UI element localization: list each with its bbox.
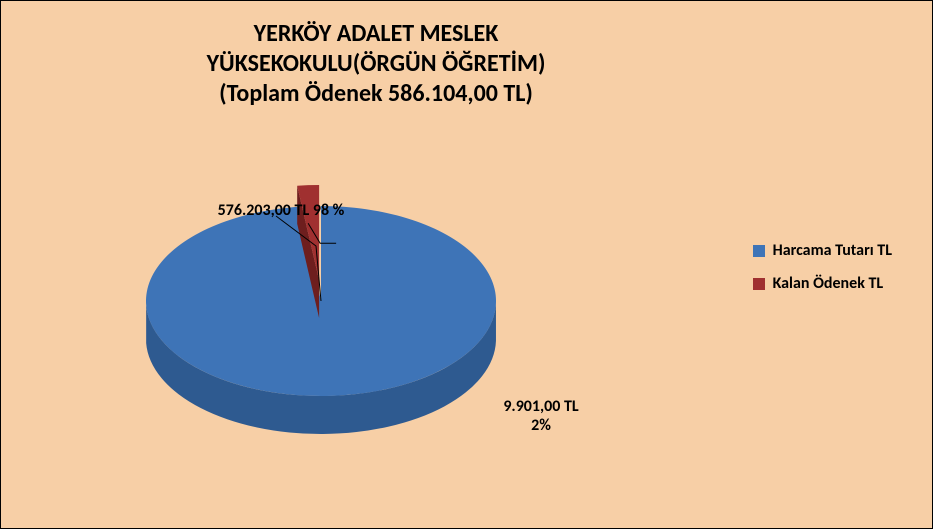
pie-chart-container: YERKÖY ADALET MESLEKYÜKSEKOKULU(ÖRGÜN ÖĞ… — [0, 0, 933, 529]
legend-label: Harcama Tutarı TL — [773, 241, 892, 260]
chart-title-line: (Toplam Ödenek 586.104,00 TL) — [1, 79, 751, 109]
slice-label-kalan: 9.901,00 TL 2% — [461, 397, 621, 435]
legend-swatch — [753, 245, 765, 257]
chart-title-line: YERKÖY ADALET MESLEK — [1, 19, 751, 49]
legend-label: Kalan Ödenek TL — [773, 274, 884, 293]
chart-title-line: YÜKSEKOKULU(ÖRGÜN ÖĞRETİM) — [1, 49, 751, 79]
legend-item: Kalan Ödenek TL — [753, 274, 892, 293]
slice-label-harcama: 576.203,00 TL 98 % — [151, 201, 411, 220]
chart-title: YERKÖY ADALET MESLEKYÜKSEKOKULU(ÖRGÜN ÖĞ… — [1, 19, 751, 109]
legend: Harcama Tutarı TL Kalan Ödenek TL — [753, 241, 892, 307]
legend-swatch — [753, 278, 765, 290]
legend-item: Harcama Tutarı TL — [753, 241, 892, 260]
